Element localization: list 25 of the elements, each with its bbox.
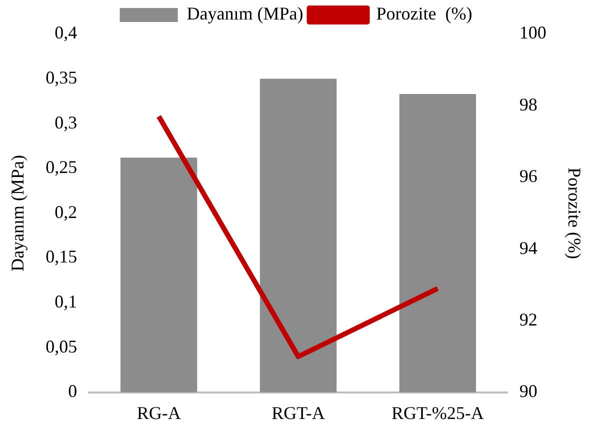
y-tick-label: 0,3 [54,112,78,132]
y2-tick-label: 100 [519,22,546,43]
bar [399,94,476,392]
y-tick-label: 0,15 [46,246,78,267]
legend-label: Porozite (%) [376,4,472,24]
x-tick-label: RG-A [136,402,181,423]
y-tick-label: 0 [68,381,78,402]
y2-tick-label: 96 [519,166,538,186]
y-tick-label: 0,2 [54,202,78,222]
y-tick-label: 0,1 [54,292,78,312]
y-tick-label: 0,35 [46,68,78,88]
bar [260,78,337,392]
y-tick-label: 0,05 [46,336,78,356]
y-tick-label: 0,4 [54,22,78,43]
legend-label: Dayanım (MPa) [186,4,304,24]
y2-tick-label: 94 [519,238,538,258]
x-tick-label: RGT-A [272,402,325,423]
y2-axis-title: Porozite (%) [564,167,584,259]
y2-tick-label: 92 [519,309,538,330]
y-axis-title: Dayanım (MPa) [8,154,28,272]
y2-tick-label: 90 [519,381,538,402]
y2-tick-label: 98 [519,94,538,114]
bar [120,158,198,392]
x-tick-label: RGT-%25-A [392,402,484,423]
y-tick-label: 0,25 [46,157,78,178]
